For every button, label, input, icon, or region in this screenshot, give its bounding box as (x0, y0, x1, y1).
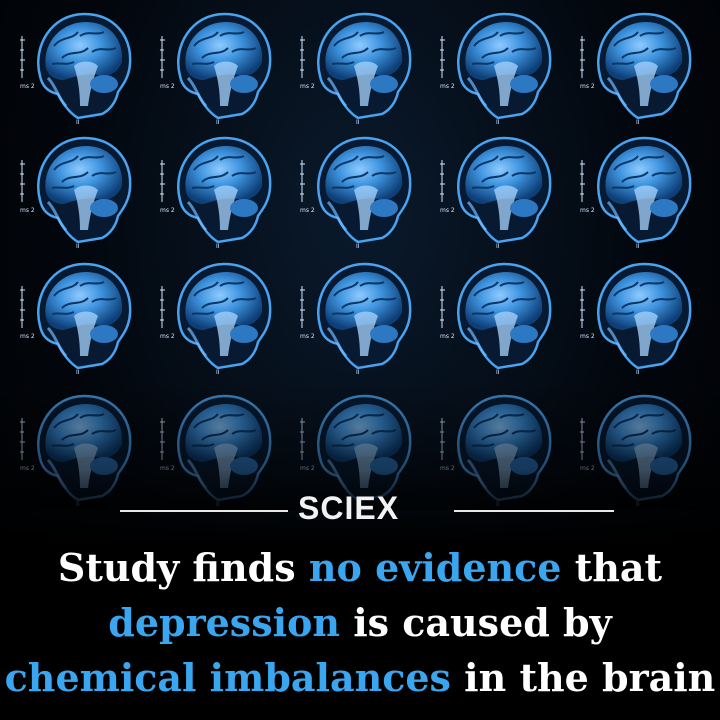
mri-scan (578, 256, 698, 374)
headline-line-3: chemical imbalances in the brain (0, 650, 720, 705)
mri-scan (578, 130, 698, 248)
mri-scan (438, 6, 558, 124)
headline-text: Study finds (57, 545, 309, 590)
mri-scan (158, 6, 278, 124)
mri-scan (158, 130, 278, 248)
brand-logo-bar: SCIEX (0, 488, 720, 534)
mri-scan (438, 130, 558, 248)
mri-scan (18, 6, 138, 124)
mri-scan (298, 6, 418, 124)
headline-text: is caused by (340, 600, 612, 645)
headline-highlight: chemical imbalances (4, 655, 451, 700)
headline: Study finds no evidence that depression … (0, 540, 720, 705)
logo-divider-left (120, 510, 288, 512)
mri-scan (438, 256, 558, 374)
headline-highlight: depression (108, 600, 340, 645)
headline-text: that (561, 545, 663, 590)
headline-line-1: Study finds no evidence that (0, 540, 720, 595)
logo-divider-right (454, 510, 614, 512)
brand-logo-text: SCIEX (298, 490, 400, 526)
mri-scan (18, 130, 138, 248)
mri-scan (298, 130, 418, 248)
headline-line-2: depression is caused by (0, 595, 720, 650)
mri-scan (158, 256, 278, 374)
mri-scan (578, 6, 698, 124)
headline-highlight: no evidence (308, 545, 562, 590)
mri-scan (298, 256, 418, 374)
mri-scan (18, 256, 138, 374)
headline-text: in the brain (450, 655, 716, 700)
